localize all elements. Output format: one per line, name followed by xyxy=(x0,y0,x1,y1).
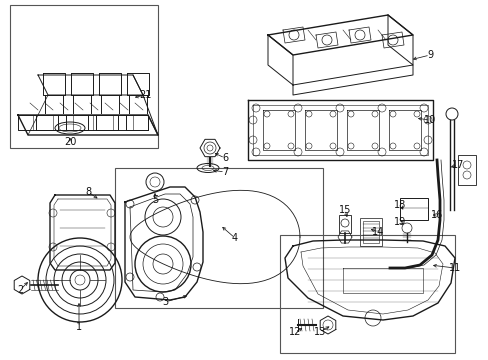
Text: 1: 1 xyxy=(76,322,82,332)
Text: 8: 8 xyxy=(85,187,91,197)
Text: 3: 3 xyxy=(162,297,168,307)
Bar xyxy=(115,168,323,308)
Bar xyxy=(457,155,475,185)
Text: 2: 2 xyxy=(17,285,23,295)
Text: 13: 13 xyxy=(313,327,325,337)
Text: 6: 6 xyxy=(222,153,227,163)
Text: 18: 18 xyxy=(393,200,406,210)
Text: 15: 15 xyxy=(338,205,350,215)
Text: 9: 9 xyxy=(426,50,432,60)
Bar xyxy=(359,218,381,246)
Text: 7: 7 xyxy=(222,167,228,177)
Bar xyxy=(399,198,427,220)
Text: 12: 12 xyxy=(288,327,301,337)
Text: 17: 17 xyxy=(451,160,463,170)
Text: 19: 19 xyxy=(393,217,406,227)
Text: 5: 5 xyxy=(152,195,158,205)
Text: 4: 4 xyxy=(231,233,238,243)
Text: 14: 14 xyxy=(371,227,384,237)
Bar xyxy=(280,235,454,353)
Text: 11: 11 xyxy=(448,263,460,273)
Text: 16: 16 xyxy=(430,210,442,220)
Text: 20: 20 xyxy=(63,137,76,147)
Text: 21: 21 xyxy=(139,90,151,100)
Bar xyxy=(10,5,158,148)
Bar xyxy=(338,215,350,233)
Bar xyxy=(362,221,378,243)
Text: 10: 10 xyxy=(423,115,435,125)
